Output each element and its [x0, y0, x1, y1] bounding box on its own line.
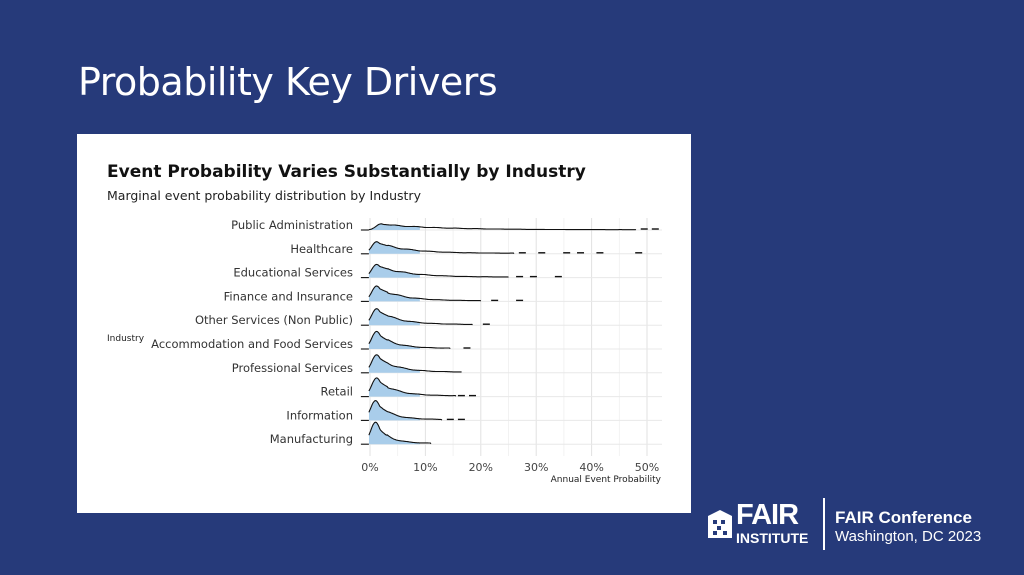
ridge-line [368, 354, 462, 373]
ridge-area [368, 422, 420, 445]
ridge-area [368, 354, 420, 373]
y-axis-label: Industry [107, 334, 145, 344]
ridge-area [368, 331, 420, 349]
ridge-area [368, 241, 420, 254]
x-tick-label: 40% [579, 461, 603, 474]
brand-divider [823, 498, 825, 550]
x-axis-label: Annual Event Probability [551, 475, 662, 485]
ridge-line [368, 285, 482, 302]
ridge-line [368, 263, 509, 278]
slide-title: Probability Key Drivers [78, 60, 498, 104]
x-tick-label: 0% [361, 461, 378, 474]
ridge-line [368, 377, 457, 397]
fair-logo-word: FAIR [736, 499, 799, 531]
conference-branding: FAIR INSTITUTE FAIR Conference Washingto… [706, 498, 1006, 554]
x-tick-label: 10% [413, 461, 437, 474]
chart-panel: Event Probability Varies Substantially b… [77, 134, 691, 513]
institute-logo-word: INSTITUTE [736, 530, 809, 546]
industry-label: Information [286, 408, 353, 422]
ridge-area [368, 400, 420, 421]
ridge-area [368, 264, 420, 278]
x-tick-label: 30% [524, 461, 548, 474]
conference-title: FAIR Conference [835, 508, 972, 527]
ridge-area [368, 223, 420, 230]
industry-label: Other Services (Non Public) [195, 313, 353, 327]
industry-label: Retail [321, 385, 354, 399]
fair-institute-logo: FAIR INSTITUTE [706, 499, 814, 550]
ridge-line [368, 330, 451, 350]
ridges [360, 223, 659, 445]
ridge-area [368, 377, 420, 397]
ridge-line [368, 308, 473, 326]
industry-label: Accommodation and Food Services [151, 337, 353, 351]
industry-label: Manufacturing [270, 432, 353, 446]
industry-label: Educational Services [233, 266, 353, 280]
ridge-line [368, 400, 443, 421]
conference-location: Washington, DC 2023 [835, 528, 982, 545]
industry-label: Public Administration [231, 218, 353, 232]
x-tick-label: 20% [469, 461, 493, 474]
chart-subtitle: Marginal event probability distribution … [107, 188, 422, 203]
ridge-line [368, 241, 515, 254]
ridge-line [368, 223, 637, 231]
x-tick-label: 50% [635, 461, 659, 474]
ridgeline-chart: Event Probability Varies Substantially b… [107, 162, 662, 485]
industry-label: Healthcare [290, 242, 353, 256]
industry-label: Finance and Insurance [224, 289, 353, 303]
industry-label: Professional Services [232, 361, 353, 375]
seal-icon [708, 510, 732, 538]
industry-labels: Public Administration Healthcare Education… [151, 218, 353, 446]
x-tick-labels: 0% 10% 20% 30% 40% 50% [361, 461, 659, 474]
ridge-line [368, 421, 432, 445]
chart-title: Event Probability Varies Substantially b… [107, 162, 586, 182]
